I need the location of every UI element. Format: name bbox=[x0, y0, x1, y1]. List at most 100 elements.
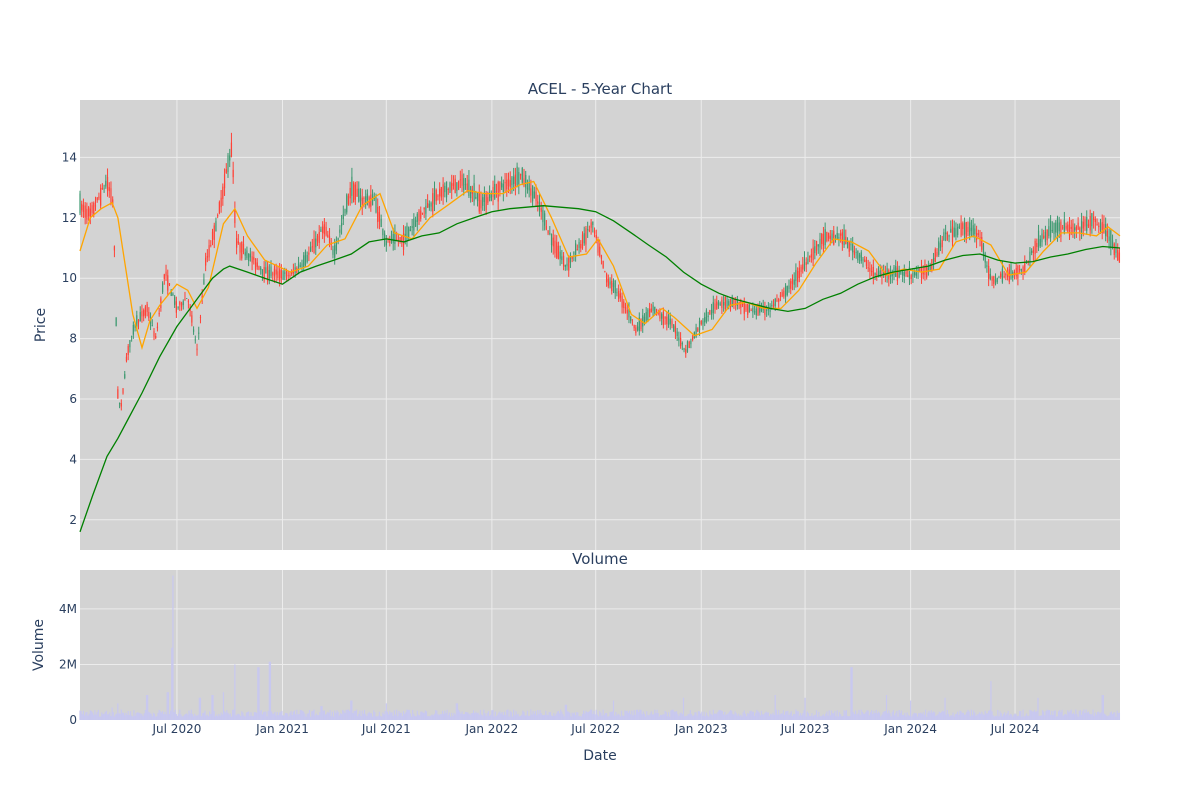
candle-body-259 bbox=[525, 175, 526, 188]
volume-bar-365 bbox=[498, 713, 499, 720]
candle-body-530 bbox=[991, 277, 992, 281]
volume-bar-445 bbox=[590, 710, 591, 720]
volume-bar-106 bbox=[201, 716, 202, 720]
volume-bar-782 bbox=[977, 715, 978, 720]
volume-bar-354 bbox=[486, 716, 487, 720]
candle-body-96 bbox=[245, 252, 246, 255]
volume-bar-577 bbox=[741, 716, 742, 720]
volume-bar-860 bbox=[1066, 715, 1067, 720]
volume-bar-446 bbox=[591, 710, 592, 720]
candle-body-236 bbox=[486, 194, 487, 211]
candle-body-269 bbox=[542, 210, 543, 222]
candle-body-119 bbox=[284, 273, 285, 274]
volume-bar-275 bbox=[395, 715, 396, 720]
volume-bar-593 bbox=[760, 715, 761, 720]
volume-bar-152 bbox=[254, 712, 255, 720]
volume-bar-853 bbox=[1058, 711, 1059, 720]
candle-body-216 bbox=[451, 183, 452, 191]
volume-bar-746 bbox=[935, 716, 936, 720]
volume-bar-527 bbox=[684, 717, 685, 720]
price-y-tick-4: 10 bbox=[62, 271, 77, 285]
volume-bar-146 bbox=[247, 712, 248, 720]
volume-bar-337 bbox=[466, 712, 467, 720]
volume-bar-475 bbox=[624, 710, 625, 720]
volume-bar-767 bbox=[959, 711, 960, 720]
x-tick-3: Jan 2022 bbox=[464, 722, 518, 736]
volume-bar-48 bbox=[134, 716, 135, 720]
candle-body-23 bbox=[119, 403, 120, 404]
volume-bar-24 bbox=[107, 714, 108, 720]
candle-body-151 bbox=[339, 230, 340, 233]
volume-bar-229 bbox=[342, 710, 343, 720]
candle-body-183 bbox=[394, 232, 395, 244]
candle-body-497 bbox=[935, 249, 936, 262]
volume-bar-483 bbox=[634, 710, 635, 720]
volume-bar-19 bbox=[101, 712, 102, 720]
candle-body-361 bbox=[701, 321, 702, 324]
candle-body-221 bbox=[460, 179, 461, 180]
candle-body-536 bbox=[1002, 269, 1003, 283]
candle-body-554 bbox=[1033, 250, 1034, 253]
candle-body-322 bbox=[634, 325, 635, 328]
candle-body-174 bbox=[379, 212, 380, 221]
volume-bar-778 bbox=[972, 715, 973, 720]
volume-bar-558 bbox=[720, 710, 721, 720]
volume-bar-666 bbox=[843, 710, 844, 720]
candle-body-596 bbox=[1105, 224, 1106, 236]
volume-bar-773 bbox=[966, 712, 967, 720]
volume-bar-20 bbox=[102, 714, 103, 720]
candle-body-461 bbox=[873, 267, 874, 278]
volume-bar-521 bbox=[677, 714, 678, 720]
candle-body-532 bbox=[995, 280, 996, 283]
volume-bar-392 bbox=[529, 716, 530, 720]
volume-bar-660 bbox=[837, 710, 838, 720]
volume-bar-75 bbox=[165, 714, 166, 720]
volume-bar-10 bbox=[91, 711, 92, 720]
candle-body-324 bbox=[637, 327, 638, 331]
volume-bar-736 bbox=[924, 715, 925, 720]
volume-bar-472 bbox=[621, 711, 622, 720]
volume-bar-407 bbox=[546, 715, 547, 720]
candle-body-195 bbox=[415, 220, 416, 226]
candle-body-163 bbox=[360, 196, 361, 201]
volume-bar-572 bbox=[736, 713, 737, 720]
candle-body-415 bbox=[794, 280, 795, 285]
volume-bar-297 bbox=[420, 712, 421, 720]
volume-bar-466 bbox=[614, 716, 615, 720]
volume-bar-338 bbox=[467, 712, 468, 720]
volume-bar-451 bbox=[597, 715, 598, 720]
volume-bar-715 bbox=[900, 713, 901, 720]
volume-bar-289 bbox=[411, 717, 412, 720]
volume-bar-583 bbox=[748, 714, 749, 720]
candle-body-565 bbox=[1052, 230, 1053, 231]
volume-bar-790 bbox=[986, 713, 987, 720]
candle-body-373 bbox=[721, 300, 722, 308]
volume-bar-115 bbox=[211, 695, 212, 720]
volume-bar-83 bbox=[175, 710, 176, 720]
candle-body-341 bbox=[666, 317, 667, 324]
volume-bar-893 bbox=[1104, 714, 1105, 720]
x-tick-7: Jan 2024 bbox=[883, 722, 937, 736]
candle-body-117 bbox=[281, 270, 282, 278]
candle-body-244 bbox=[499, 182, 500, 191]
volume-bar-819 bbox=[1019, 711, 1020, 720]
volume-bar-164 bbox=[268, 711, 269, 720]
volume-bar-57 bbox=[145, 710, 146, 720]
candle-body-99 bbox=[250, 254, 251, 258]
candle-body-291 bbox=[580, 244, 581, 249]
volume-bar-64 bbox=[153, 713, 154, 720]
volume-bar-598 bbox=[765, 712, 766, 720]
candle-body-129 bbox=[301, 263, 302, 267]
volume-bar-378 bbox=[513, 710, 514, 720]
volume-bar-314 bbox=[440, 714, 441, 720]
volume-bar-7 bbox=[87, 716, 88, 720]
candle-body-590 bbox=[1095, 219, 1096, 222]
volume-bar-228 bbox=[341, 714, 342, 720]
candle-body-481 bbox=[907, 275, 908, 276]
volume-bar-315 bbox=[441, 714, 442, 720]
candle-body-562 bbox=[1047, 230, 1048, 241]
volume-bar-147 bbox=[248, 711, 249, 720]
volume-bar-280 bbox=[401, 713, 402, 720]
volume-bar-497 bbox=[650, 714, 651, 720]
volume-bar-659 bbox=[835, 716, 836, 720]
